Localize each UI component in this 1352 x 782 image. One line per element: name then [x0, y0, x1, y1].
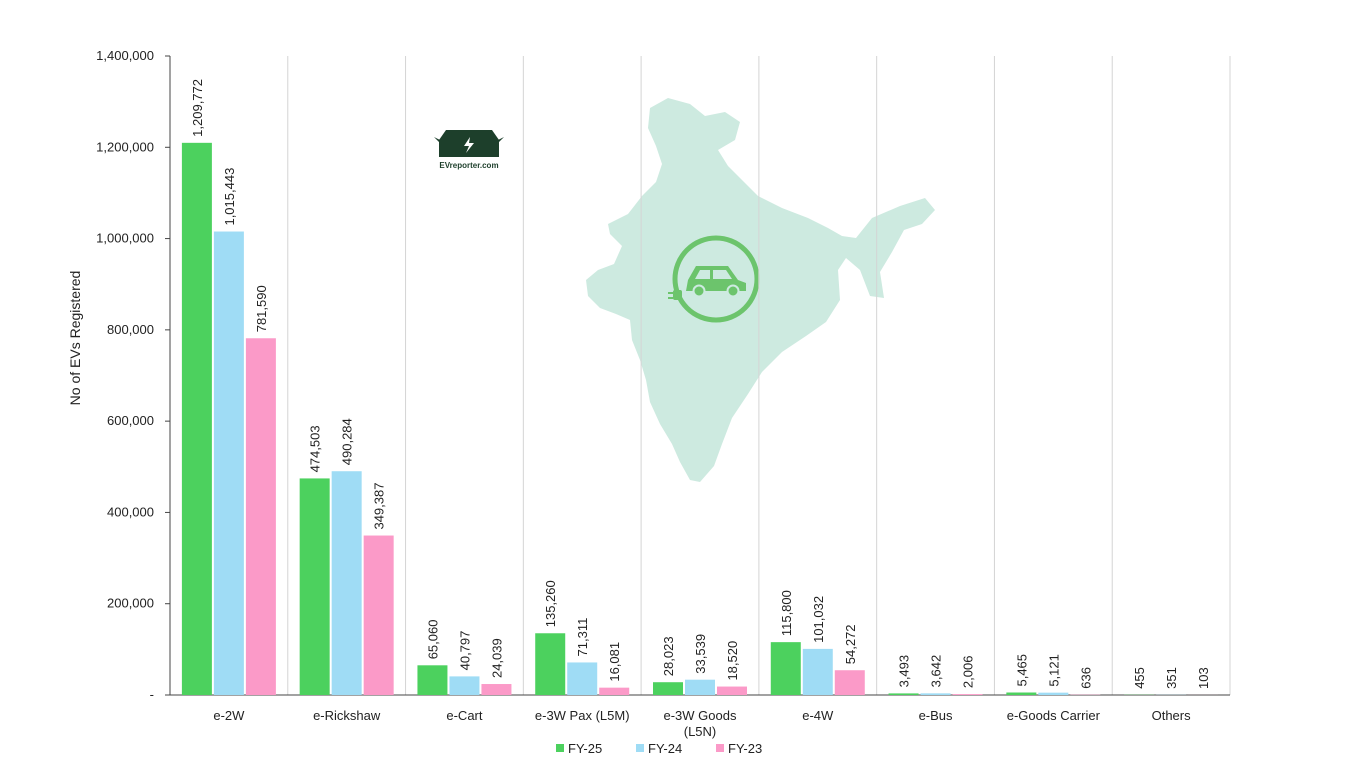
x-category-label: e-3W Pax (L5M)	[535, 708, 630, 723]
bar-fy-23	[481, 684, 512, 695]
x-category-label: e-2W	[213, 708, 245, 723]
axes: - 200,000 400,000 600,000 800,000 1,000,000 1,…	[96, 48, 1230, 739]
bar-fy-25	[535, 633, 566, 695]
data-label: 54,272	[843, 624, 858, 664]
bar-fy-24	[331, 471, 362, 695]
data-label: 490,284	[340, 418, 355, 465]
y-tick-label: 200,000	[107, 596, 154, 611]
bar-fy-25	[181, 142, 212, 695]
legend: FY-25 FY-24 FY-23	[556, 741, 762, 756]
data-label: 65,060	[425, 620, 440, 660]
data-label: 135,260	[543, 580, 558, 627]
logo-text: EVreporter.com	[439, 161, 498, 170]
bar-fy-25	[770, 642, 801, 695]
y-tick-label: 1,400,000	[96, 48, 154, 63]
x-category-label: e-Cart	[446, 708, 483, 723]
data-label: 5,465	[1014, 654, 1029, 687]
bars	[181, 142, 1219, 695]
data-label: 3,493	[897, 655, 912, 688]
data-label: 24,039	[489, 638, 504, 678]
y-tick-label: 800,000	[107, 322, 154, 337]
data-label: 101,032	[811, 596, 826, 643]
bar-fy-24	[213, 231, 244, 695]
bar-fy-25	[417, 665, 448, 695]
data-label: 16,081	[607, 642, 622, 682]
ev-emblem-ring	[672, 235, 760, 323]
evreporter-logo: EVreporter.com	[434, 130, 504, 170]
data-label: 1,209,772	[190, 79, 205, 137]
y-tick-label: 1,200,000	[96, 139, 154, 154]
data-label: 33,539	[693, 634, 708, 674]
bar-fy-23	[245, 338, 276, 695]
data-label: 455	[1132, 667, 1147, 689]
legend-swatch-fy-25	[556, 744, 564, 752]
bar-fy-23	[363, 535, 394, 695]
bar-fy-24	[1038, 692, 1069, 695]
legend-swatch-fy-23	[716, 744, 724, 752]
bar-fy-23	[952, 694, 983, 695]
data-label: 781,590	[254, 285, 269, 332]
data-label: 636	[1078, 667, 1093, 689]
category-separators	[287, 56, 1231, 695]
car-icon	[686, 266, 746, 298]
data-labels: 1,209,772 474,503 65,060 135,260 28,023 115,8…	[190, 79, 1211, 689]
y-tick-label: -	[150, 687, 154, 702]
y-tick-label: 600,000	[107, 413, 154, 428]
bar-fy-23	[717, 686, 747, 695]
plug-icon	[668, 290, 682, 300]
bar-fy-25	[299, 478, 330, 695]
bar-fy-25	[888, 693, 919, 695]
data-label: 351	[1164, 667, 1179, 689]
bar-fy-24	[685, 679, 715, 695]
y-axis-title: No of EVs Registered	[67, 271, 83, 406]
data-label: 115,800	[779, 590, 794, 636]
data-label: 3,642	[929, 655, 944, 688]
x-category-label: e-4W	[802, 708, 834, 723]
legend-label-fy-25: FY-25	[568, 741, 602, 756]
x-category-label: e-3W Goods	[664, 708, 737, 723]
data-label: 71,311	[575, 618, 590, 657]
bar-fy-24	[802, 648, 833, 695]
legend-swatch-fy-24	[636, 744, 644, 752]
data-label: 28,023	[661, 636, 676, 676]
india-map-shape	[586, 98, 935, 482]
data-label: 40,797	[457, 631, 472, 671]
data-label: 1,015,443	[222, 168, 237, 226]
x-category-label: e-Bus	[919, 708, 953, 723]
x-category-label: e-Goods Carrier	[1007, 708, 1101, 723]
bar-fy-24	[920, 693, 951, 695]
x-category-label: (L5N)	[684, 724, 717, 739]
bar-fy-23	[834, 670, 865, 695]
y-tick-label: 400,000	[107, 504, 154, 519]
bar-fy-25	[1006, 692, 1037, 695]
legend-label-fy-24: FY-24	[648, 741, 682, 756]
data-label: 474,503	[308, 425, 323, 472]
bar-fy-24	[449, 676, 480, 695]
data-label: 18,520	[725, 641, 740, 681]
bar-fy-24	[567, 662, 598, 695]
data-label: 103	[1196, 667, 1211, 689]
legend-label-fy-23: FY-23	[728, 741, 762, 756]
bar-fy-25	[653, 682, 683, 695]
bar-fy-23	[599, 687, 630, 695]
data-label: 2,006	[961, 656, 976, 689]
data-label: 5,121	[1046, 654, 1061, 687]
india-map-illustration	[586, 98, 935, 482]
x-category-label: e-Rickshaw	[313, 708, 381, 723]
x-category-label: Others	[1152, 708, 1192, 723]
data-label: 349,387	[372, 483, 387, 530]
y-tick-label: 1,000,000	[96, 231, 154, 246]
